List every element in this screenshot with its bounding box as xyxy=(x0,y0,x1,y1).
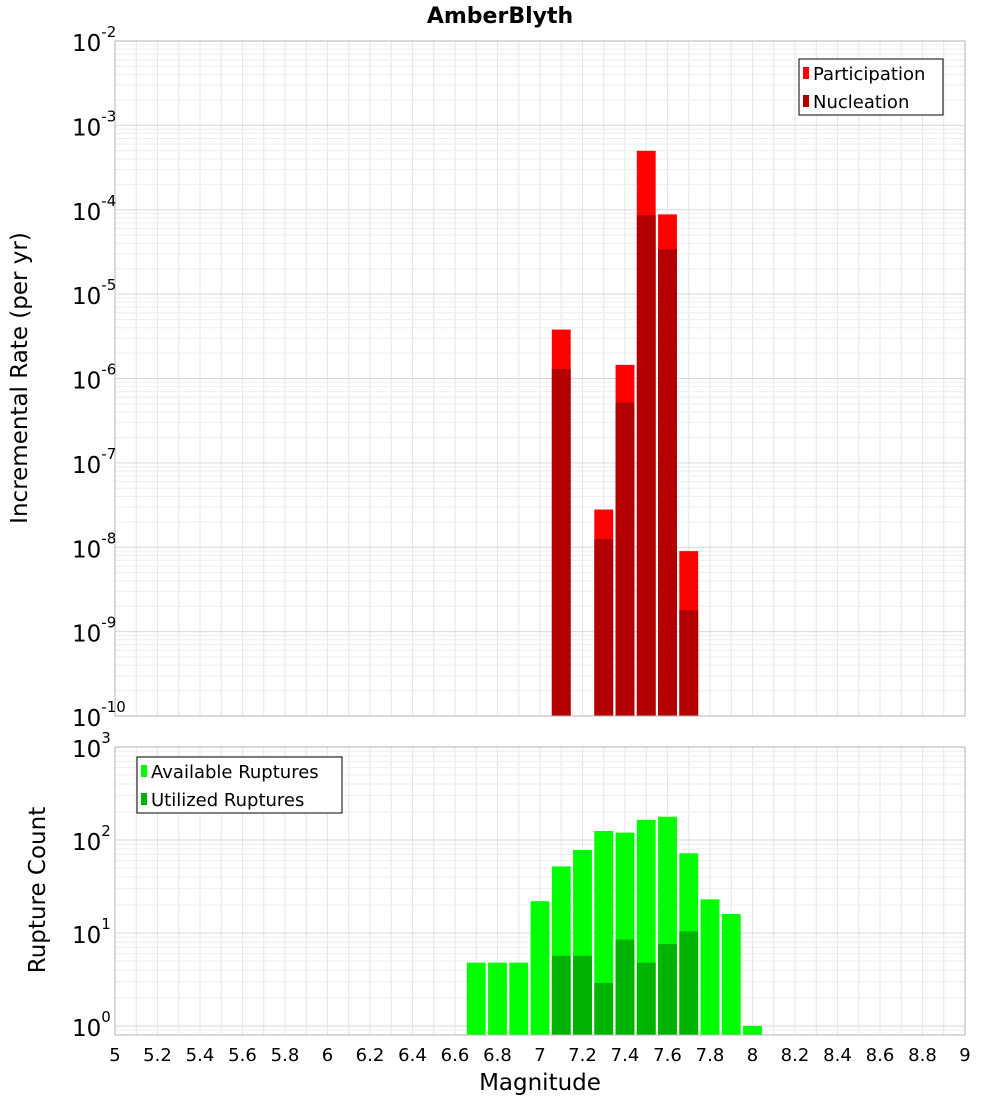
x-tick-label: 9 xyxy=(959,1045,970,1066)
bottom-bar-available-ruptures xyxy=(743,1025,762,1035)
top-y-tick-label: 10-4 xyxy=(72,192,116,226)
bottom-y-tick-label: 102 xyxy=(72,822,111,856)
bottom-legend: Available Ruptures Utilized Ruptures xyxy=(136,756,343,814)
top-plot: 10-10 10-9 10-8 10-7 10-6 10-5 10-4 10-3 10-2 Par… xyxy=(72,23,966,732)
top-legend-swatch xyxy=(803,67,809,79)
x-tick-label: 6.4 xyxy=(398,1045,427,1066)
bottom-y-tick-label: 103 xyxy=(72,729,111,763)
bottom-bar-utilized-ruptures xyxy=(551,955,571,1035)
x-tick-label: 5.6 xyxy=(228,1045,257,1066)
top-bar-nucleation xyxy=(615,402,635,716)
x-tick-label: 6.8 xyxy=(483,1045,512,1066)
bottom-plot-frame xyxy=(114,746,966,1036)
bottom-bar-available-ruptures xyxy=(721,914,741,1035)
top-y-tick-label: 10-6 xyxy=(72,361,116,395)
x-tick-label: 5.2 xyxy=(143,1045,172,1066)
x-tick-label: 6 xyxy=(322,1045,333,1066)
x-tick-label: 6.6 xyxy=(441,1045,470,1066)
bottom-legend-label: Available Ruptures xyxy=(151,762,319,783)
x-tick-label: 8.2 xyxy=(781,1045,810,1066)
top-y-tick-label: 10-7 xyxy=(72,445,116,479)
x-tick-label: 7.8 xyxy=(696,1045,725,1066)
top-y-tick-label: 10-3 xyxy=(72,107,116,141)
top-y-ticks: 10-10 10-9 10-8 10-7 10-6 10-5 10-4 10-3 10-2 xyxy=(72,23,126,732)
x-tick-label: 8 xyxy=(747,1045,758,1066)
top-bar-nucleation xyxy=(551,368,571,716)
bottom-bar-available-ruptures xyxy=(488,962,507,1035)
top-legend-box xyxy=(798,58,944,116)
top-plot-frame xyxy=(114,40,966,717)
x-tick-label: 5.8 xyxy=(271,1045,300,1066)
top-bar-nucleation xyxy=(679,610,699,716)
bottom-y-ticks: 100 101 102 103 xyxy=(72,729,111,1042)
x-tick-label: 7.2 xyxy=(568,1045,597,1066)
bottom-plot: 100 101 102 103 Available Ruptures Utilized R… xyxy=(72,729,971,1066)
bottom-bar-utilized-ruptures xyxy=(658,944,677,1035)
bottom-bar-utilized-ruptures xyxy=(636,962,656,1035)
bottom-y-axis-label: Rupture Count xyxy=(25,807,51,973)
x-tick-label: 7.4 xyxy=(611,1045,640,1066)
x-tick-label: 8.8 xyxy=(908,1045,937,1066)
x-tick-label: 8.4 xyxy=(823,1045,852,1066)
top-bar-nucleation xyxy=(658,249,677,716)
top-bar-nucleation xyxy=(594,539,614,716)
bottom-bars xyxy=(466,816,762,1035)
x-tick-label: 5 xyxy=(109,1045,120,1066)
x-axis-label: Magnitude xyxy=(479,1070,601,1096)
bottom-bar-utilized-ruptures xyxy=(615,939,635,1035)
x-tick-label: 8.6 xyxy=(866,1045,895,1066)
top-legend-swatch xyxy=(803,95,809,107)
top-legend-label: Participation xyxy=(813,64,925,85)
x-tick-label: 7 xyxy=(534,1045,545,1066)
bottom-legend-label: Utilized Ruptures xyxy=(151,790,304,811)
bottom-bar-available-ruptures xyxy=(530,901,550,1035)
bottom-bar-utilized-ruptures xyxy=(573,955,592,1035)
top-y-tick-label: 10-8 xyxy=(72,529,116,563)
x-tick-label: 5.4 xyxy=(186,1045,215,1066)
x-ticks: 5 5.2 5.4 5.6 5.8 6 6.2 6.4 6.6 6.8 7 7.2 7.4 7.6 7.8 8… xyxy=(109,1045,970,1066)
bottom-bar-available-ruptures xyxy=(700,899,720,1035)
top-bars xyxy=(551,150,699,717)
top-y-tick-label: 10-5 xyxy=(72,276,116,310)
bottom-y-tick-label: 100 xyxy=(72,1008,111,1042)
bottom-bar-utilized-ruptures xyxy=(594,982,614,1035)
top-bar-nucleation xyxy=(636,215,656,717)
bottom-legend-box xyxy=(136,756,343,814)
top-legend-label: Nucleation xyxy=(813,92,909,113)
top-y-tick-label: 10-2 xyxy=(72,23,116,57)
bottom-legend-swatch xyxy=(141,765,147,777)
x-tick-label: 7.6 xyxy=(653,1045,682,1066)
bottom-bar-available-ruptures xyxy=(509,962,529,1035)
bottom-bar-utilized-ruptures xyxy=(679,931,699,1035)
x-tick-label: 6.2 xyxy=(356,1045,385,1066)
bottom-bar-available-ruptures xyxy=(466,962,486,1035)
chart-title: AmberBlyth xyxy=(427,4,573,29)
bottom-legend-swatch xyxy=(141,793,147,805)
bottom-y-tick-label: 101 xyxy=(72,915,111,949)
top-y-axis-label: Incremental Rate (per yr) xyxy=(7,232,33,524)
top-y-tick-label: 10-10 xyxy=(72,698,126,732)
top-legend: Participation Nucleation xyxy=(798,58,944,116)
top-y-tick-label: 10-9 xyxy=(72,614,116,648)
